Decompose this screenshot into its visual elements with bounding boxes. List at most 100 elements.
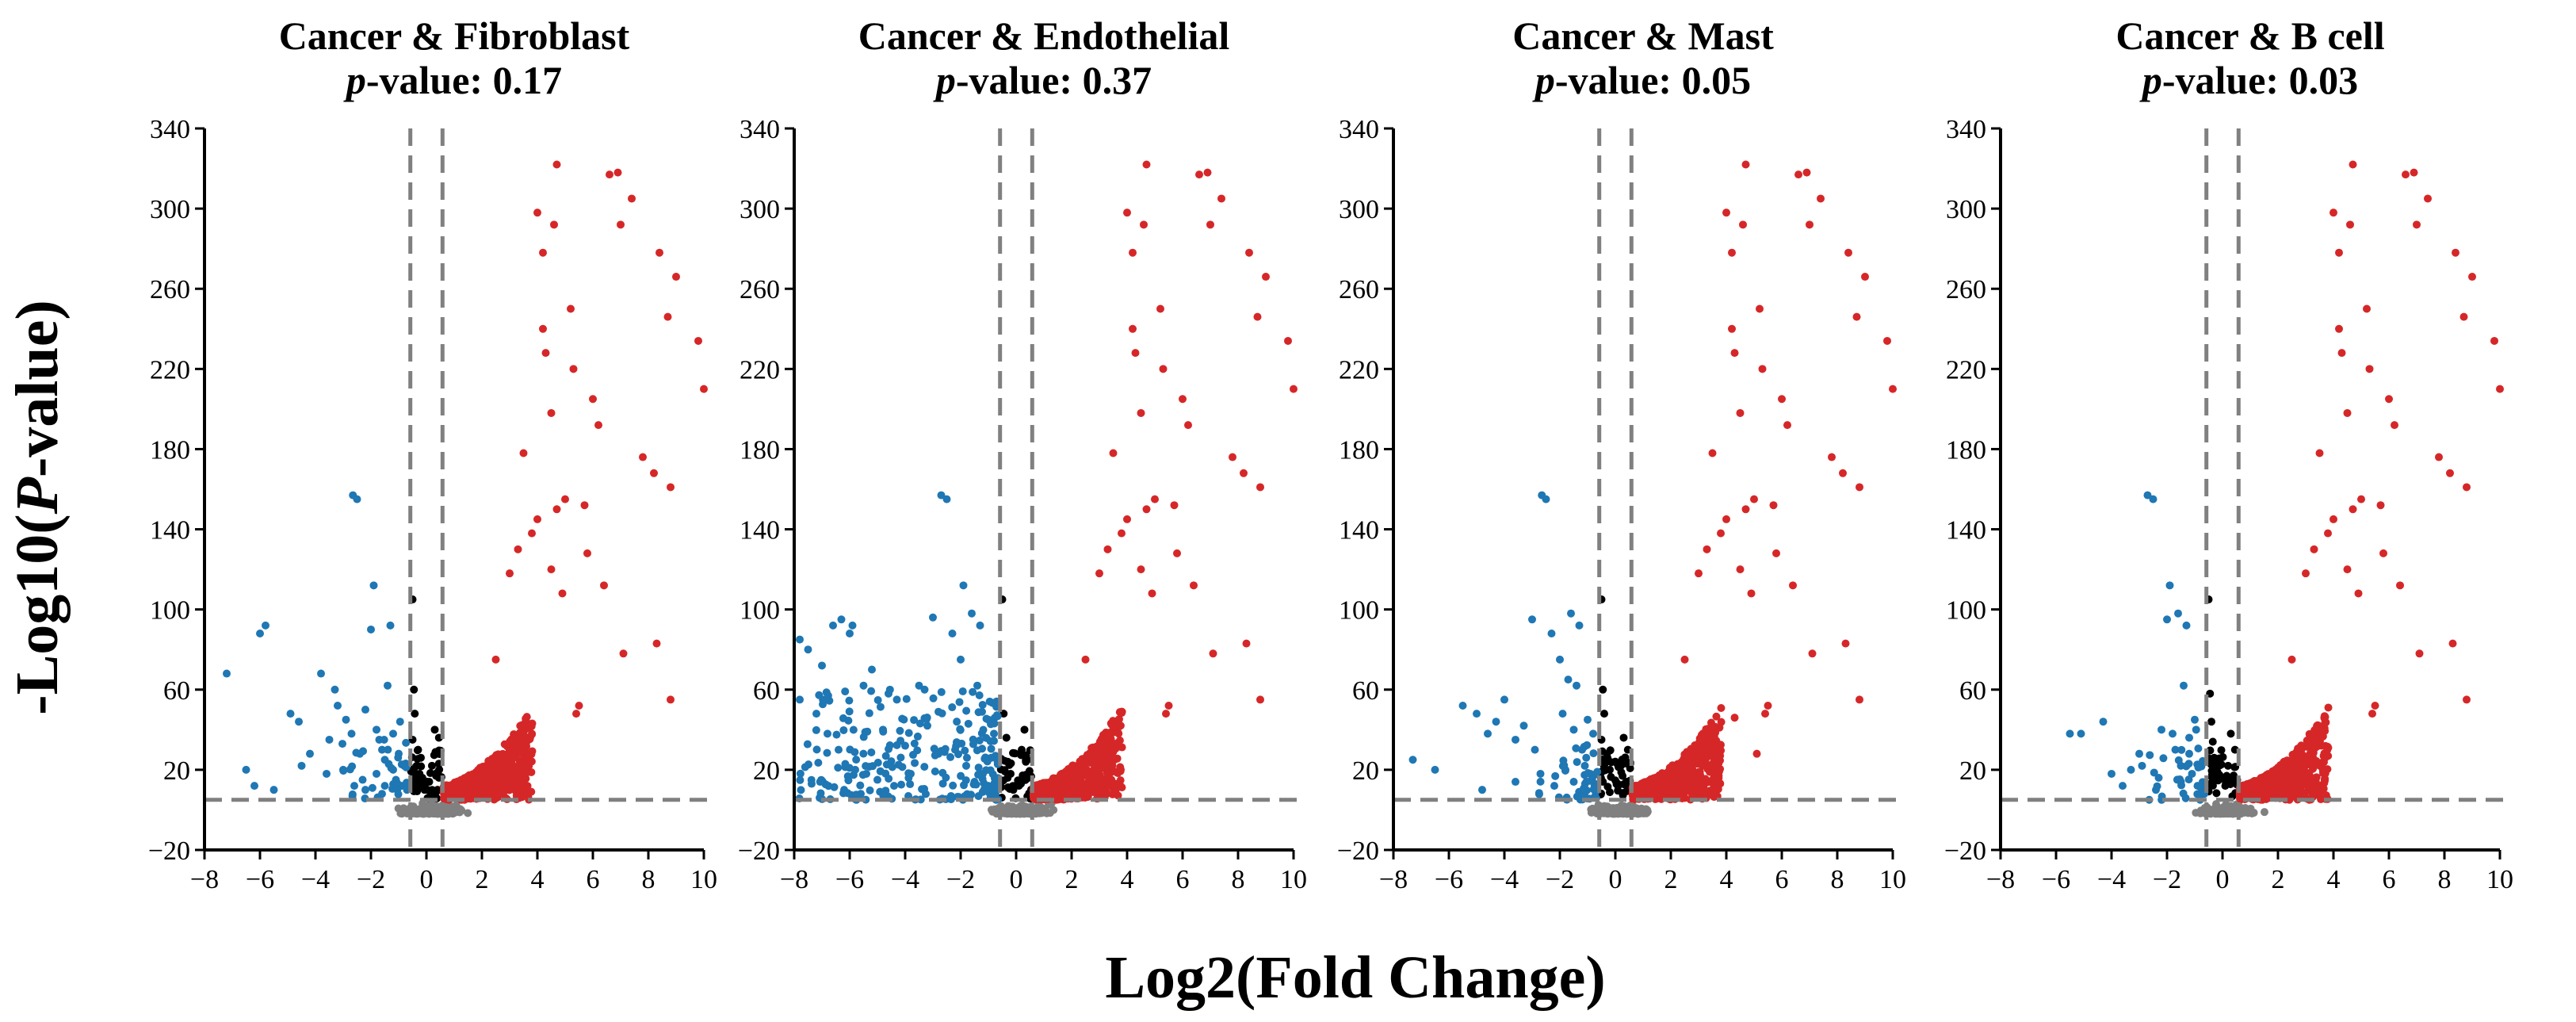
- point-down: [929, 613, 937, 622]
- x-tick-label: 0: [2216, 865, 2230, 894]
- point-near: [1621, 753, 1630, 762]
- point-down: [885, 775, 893, 783]
- point-up: [1102, 742, 1110, 751]
- point-down: [1567, 609, 1575, 618]
- point-up: [1703, 779, 1711, 787]
- point-down: [323, 769, 331, 778]
- point-up: [523, 753, 532, 762]
- point-up: [2292, 748, 2301, 756]
- point-up: [494, 750, 503, 759]
- point-up: [2303, 740, 2312, 748]
- points-layer: [1408, 160, 1897, 818]
- point-down: [402, 763, 411, 771]
- point-down: [2165, 581, 2174, 590]
- y-tick-label: 260: [150, 275, 190, 304]
- point-down: [1536, 769, 1545, 778]
- y-tick-label: 140: [1946, 516, 1986, 545]
- point-up: [1716, 779, 1725, 788]
- point-up: [1084, 777, 1093, 786]
- point-up: [451, 780, 460, 789]
- point-down: [957, 771, 965, 780]
- point-up: [2298, 772, 2307, 781]
- point-up: [533, 209, 541, 217]
- point-up: [524, 767, 533, 776]
- point-ns: [1606, 807, 1615, 816]
- point-down: [962, 706, 971, 715]
- point-down: [2143, 491, 2152, 500]
- point-up: [450, 789, 459, 798]
- point-up: [1096, 757, 1105, 766]
- point-up: [1802, 168, 1811, 177]
- point-down: [866, 786, 874, 794]
- point-down: [929, 694, 938, 702]
- point-up: [1190, 581, 1198, 590]
- point-up: [628, 194, 636, 203]
- point-up: [1707, 752, 1716, 760]
- point-down: [1512, 778, 1519, 787]
- point-down: [973, 746, 981, 755]
- point-up: [672, 273, 680, 281]
- x-tick-label: −8: [1986, 865, 2015, 894]
- point-down: [796, 775, 805, 784]
- point-down: [2194, 764, 2203, 772]
- x-tick-label: 8: [1831, 865, 1844, 894]
- point-down: [1569, 778, 1578, 787]
- point-down: [812, 725, 820, 734]
- point-down: [1580, 761, 1589, 770]
- point-down: [2192, 725, 2200, 734]
- point-down: [352, 748, 361, 757]
- point-up: [2343, 565, 2352, 574]
- y-tick-label: 220: [1339, 355, 1379, 385]
- point-up: [1722, 515, 1730, 523]
- point-up: [526, 733, 534, 742]
- point-down: [896, 726, 904, 735]
- point-down: [1408, 756, 1417, 764]
- panel-title: Cancer & Endothelial: [858, 13, 1230, 58]
- point-up: [1764, 702, 1772, 710]
- point-up: [2320, 724, 2329, 733]
- point-down: [1484, 729, 1492, 738]
- point-down: [817, 775, 826, 784]
- point-down: [2149, 495, 2157, 503]
- points-layer: [2066, 160, 2504, 818]
- point-down: [969, 687, 977, 696]
- point-down: [845, 696, 854, 705]
- point-down: [2180, 681, 2188, 690]
- point-down: [960, 781, 969, 790]
- point-down: [2154, 774, 2163, 782]
- point-down: [297, 761, 306, 770]
- point-near: [1619, 780, 1628, 789]
- point-down: [975, 737, 984, 745]
- point-up: [1148, 589, 1156, 598]
- point-down: [913, 732, 922, 741]
- point-down: [350, 782, 358, 790]
- point-up: [1082, 753, 1091, 762]
- point-up: [2349, 505, 2357, 514]
- point-up: [2247, 789, 2256, 798]
- point-down: [347, 729, 356, 738]
- point-down: [1593, 767, 1602, 776]
- y-tick-label: 140: [740, 516, 780, 545]
- subtitle-text: -value: 0.03: [2162, 58, 2358, 102]
- x-tick-label: 8: [1232, 865, 1245, 894]
- point-down: [897, 780, 906, 789]
- point-up: [1039, 780, 1048, 789]
- point-down: [386, 621, 395, 630]
- point-up: [509, 763, 518, 771]
- point-near: [413, 746, 422, 755]
- panel-title: Cancer & B cell: [2115, 13, 2384, 58]
- point-up: [1794, 170, 1802, 179]
- x-tick-label: 6: [587, 865, 600, 894]
- point-near: [1020, 725, 1029, 734]
- point-down: [881, 752, 890, 760]
- point-up: [1844, 248, 1852, 257]
- point-near: [2222, 771, 2231, 780]
- point-down: [879, 727, 888, 736]
- point-down: [910, 739, 919, 748]
- y-tick-label: 20: [1352, 756, 1379, 786]
- x-tick-label: −4: [1490, 865, 1519, 894]
- point-up: [2343, 408, 2352, 417]
- point-up: [2314, 722, 2322, 730]
- point-down: [1569, 725, 1578, 734]
